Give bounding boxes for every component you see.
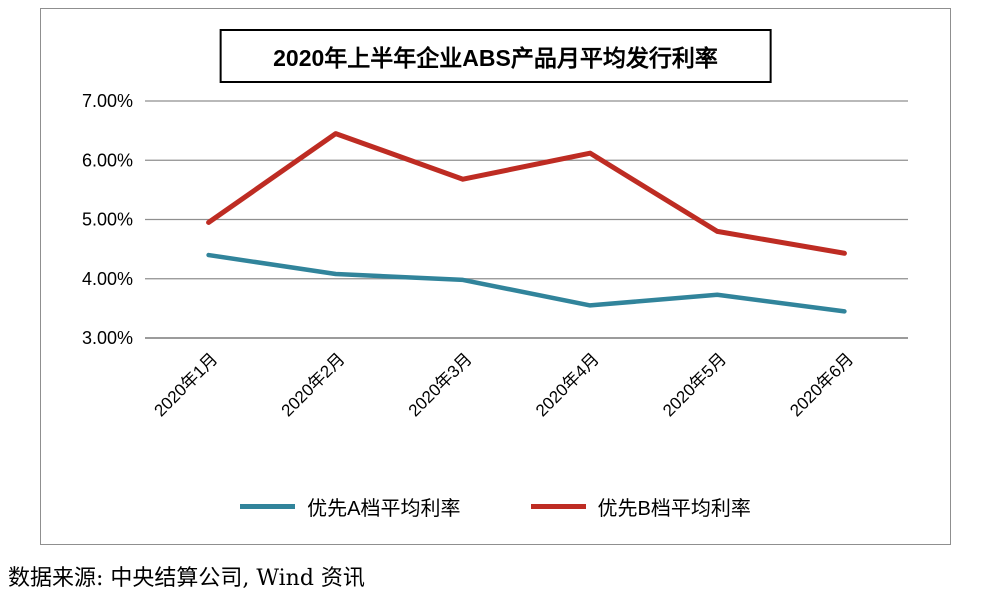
y-tick-label: 6.00%: [82, 150, 133, 170]
series-line-a: [206, 252, 847, 314]
x-tick-label: 2020年6月: [786, 349, 857, 420]
y-tick-label: 5.00%: [82, 210, 133, 230]
x-tick-label: 2020年5月: [659, 349, 730, 420]
x-tick-label: 2020年2月: [278, 349, 349, 420]
legend-item-series-a: 优先A档平均利率: [240, 492, 461, 521]
chart-title-text: 2020年上半年企业ABS产品月平均发行利率: [273, 45, 718, 71]
source-note: 数据来源: 中央结算公司, Wind 资讯: [8, 566, 365, 591]
line-chart-plot: 3.00% 4.00% 5.00% 6.00% 7.00% 2020年1月 2020年2月 2…: [82, 91, 908, 420]
legend-label-series-a: 优先A档平均利率: [307, 498, 461, 520]
y-tick-label: 7.00%: [82, 91, 133, 111]
chart-frame: 2020年上半年企业ABS产品月平均发行利率 3.00% 4.00% 5.00% 6.…: [40, 8, 951, 545]
y-tick-label: 4.00%: [82, 269, 133, 289]
chart-title: 2020年上半年企业ABS产品月平均发行利率: [219, 29, 772, 83]
x-tick-label: 2020年4月: [532, 349, 603, 420]
y-tick-label: 3.00%: [82, 328, 133, 348]
legend-swatch-series-b: [530, 504, 586, 509]
legend-swatch-series-a: [240, 504, 296, 509]
x-tick-label: 2020年3月: [405, 349, 476, 420]
legend-item-series-b: 优先B档平均利率: [530, 492, 751, 521]
x-tick-label: 2020年1月: [151, 349, 222, 420]
series-line-b: [206, 131, 847, 256]
chart-legend: 优先A档平均利率 优先B档平均利率: [41, 492, 950, 521]
legend-label-series-b: 优先B档平均利率: [597, 498, 751, 520]
